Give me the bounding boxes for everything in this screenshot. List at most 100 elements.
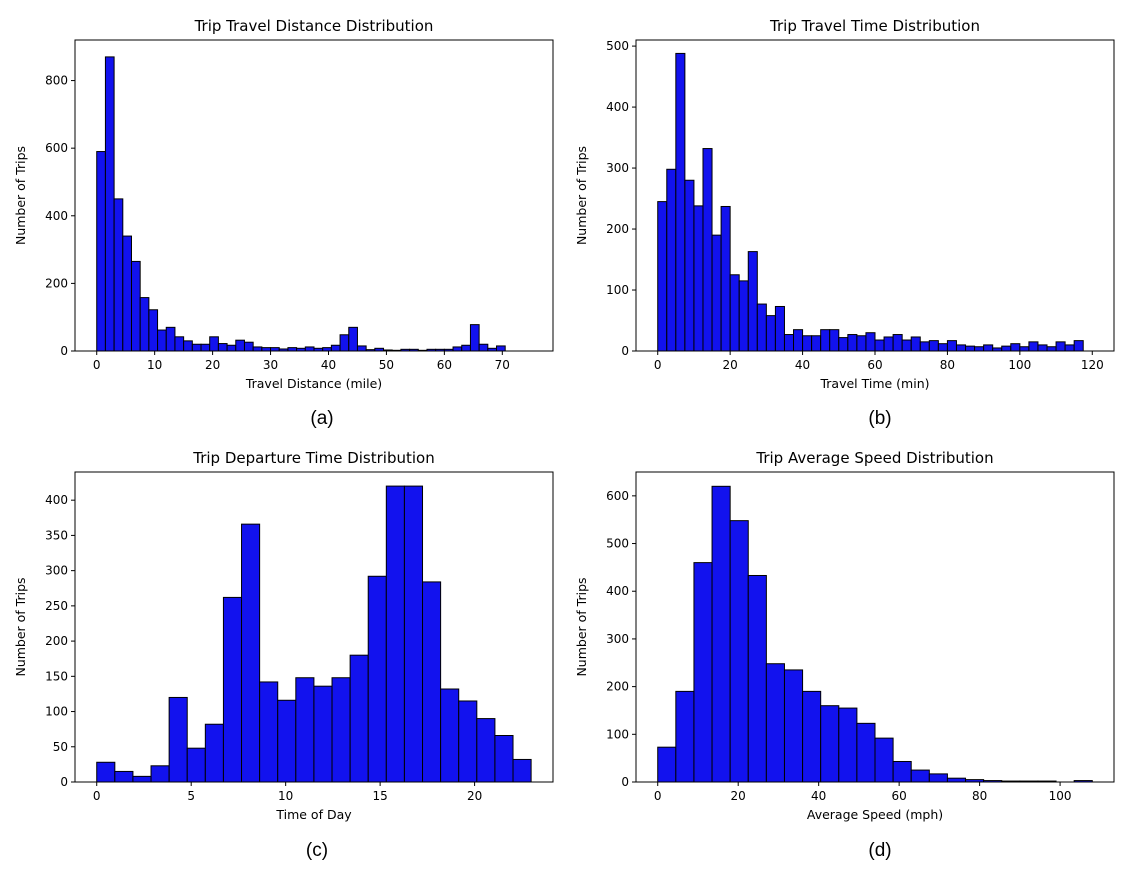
x-tick-label: 120 (1081, 358, 1104, 372)
bar (666, 168, 677, 352)
chart-title: Trip Departure Time Distribution (192, 449, 434, 467)
plot-frame (635, 471, 1115, 783)
y-tick-label: 150 (45, 669, 68, 683)
y-tick-label: 200 (45, 276, 68, 290)
bar (874, 737, 894, 783)
bar (811, 335, 822, 352)
x-tick-label: 5 (187, 789, 195, 803)
x-tick-label: 100 (1008, 358, 1031, 372)
bar (1055, 341, 1066, 352)
bar (874, 339, 885, 352)
x-tick-label: 0 (93, 789, 101, 803)
bar (765, 663, 785, 783)
bar (883, 336, 894, 352)
bar (349, 654, 369, 783)
bar (711, 234, 722, 352)
bar (261, 347, 272, 352)
x-tick-label: 15 (372, 789, 387, 803)
x-tick-label: 60 (867, 358, 882, 372)
bar (104, 56, 115, 352)
x-tick-label: 20 (723, 358, 738, 372)
bar (113, 198, 124, 352)
bar (114, 770, 134, 783)
y-tick-label: 300 (606, 161, 629, 175)
bar (295, 677, 315, 783)
bar (955, 344, 967, 352)
bar (820, 705, 840, 783)
x-tick-label: 20 (205, 358, 220, 372)
bar (1073, 340, 1084, 352)
bar (1046, 346, 1057, 352)
bar (330, 344, 341, 352)
bar (165, 326, 176, 352)
bar (702, 148, 713, 352)
bar (901, 339, 912, 352)
bar (478, 343, 489, 352)
y-tick-label: 400 (45, 209, 68, 223)
x-tick-label: 0 (654, 789, 662, 803)
bar (802, 335, 813, 352)
bar (130, 260, 141, 352)
bar (226, 344, 237, 352)
y-tick-label: 200 (606, 680, 629, 694)
panel-caption-a: (a) (310, 408, 334, 429)
y-tick-label: 200 (45, 634, 68, 648)
bar (122, 235, 132, 352)
bar (287, 347, 298, 352)
x-tick-label: 0 (93, 358, 101, 372)
bar (367, 575, 387, 783)
bar (96, 151, 106, 352)
chart-title: Trip Travel Time Distribution (769, 17, 980, 35)
y-tick-label: 100 (606, 727, 629, 741)
y-tick-label: 800 (45, 74, 68, 88)
x-tick-label: 10 (147, 358, 162, 372)
chart-b: 0 20 40 60 80 100 120 0 100 200 300 400 500 Trip Trav… (574, 17, 1115, 391)
bar (974, 346, 985, 352)
y-tick-label: 300 (606, 632, 629, 646)
y-tick-label: 400 (606, 100, 629, 114)
y-tick-label: 0 (60, 775, 68, 789)
y-tick-label: 300 (45, 564, 68, 578)
bar (270, 347, 280, 352)
bar (222, 596, 243, 783)
bar (756, 303, 767, 352)
bar (720, 205, 731, 352)
x-tick-label: 30 (263, 358, 278, 372)
bar (241, 523, 261, 783)
bar (96, 761, 116, 783)
bar (461, 344, 471, 352)
x-tick-label: 80 (972, 789, 987, 803)
bar (243, 341, 254, 352)
bar (657, 201, 668, 352)
bar (191, 343, 202, 352)
chart-title: Trip Average Speed Distribution (755, 449, 993, 467)
chart-title: Trip Travel Distance Distribution (194, 17, 434, 35)
chart-d: 0 20 40 60 80 100 0 100 200 300 400 500 600 Trip Aver… (574, 449, 1115, 822)
bar (892, 334, 903, 352)
chart-a: 0 10 20 30 40 50 60 70 0 200 400 600 800 Trip Travel … (13, 17, 554, 391)
bar (259, 681, 279, 783)
x-tick-label: 20 (467, 789, 482, 803)
y-tick-label: 600 (45, 141, 68, 155)
bar (820, 329, 831, 352)
bar (783, 334, 795, 352)
bar (252, 346, 263, 352)
bar (1019, 346, 1030, 352)
y-axis-label: Number of Trips (574, 577, 589, 676)
bar (331, 677, 351, 783)
bar (928, 340, 939, 352)
bar (983, 344, 994, 352)
x-axis-label: Time of Day (275, 807, 352, 822)
y-tick-label: 500 (606, 537, 629, 551)
bar (910, 769, 930, 783)
bar (1037, 344, 1048, 352)
bar (783, 669, 804, 783)
y-tick-label: 0 (60, 344, 68, 358)
panel-caption-d: (d) (868, 840, 892, 861)
bar (711, 485, 731, 783)
bar (965, 345, 976, 352)
bar (217, 343, 228, 352)
y-axis-label: Number of Trips (574, 146, 589, 245)
y-tick-label: 50 (53, 740, 68, 754)
